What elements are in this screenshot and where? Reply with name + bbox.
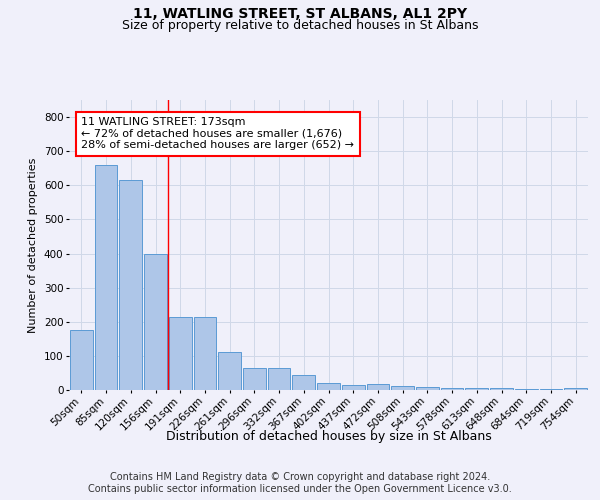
Bar [194,316,216,390]
Bar [119,180,142,390]
Bar [416,386,439,390]
Bar [564,388,587,390]
Bar [342,385,365,390]
Bar [95,165,118,390]
Text: 11, WATLING STREET, ST ALBANS, AL1 2PY: 11, WATLING STREET, ST ALBANS, AL1 2PY [133,8,467,22]
Bar [466,388,488,390]
Text: 11 WATLING STREET: 173sqm
← 72% of detached houses are smaller (1,676)
28% of se: 11 WATLING STREET: 173sqm ← 72% of detac… [82,117,355,150]
Bar [317,383,340,390]
Text: Distribution of detached houses by size in St Albans: Distribution of detached houses by size … [166,430,491,443]
Text: Size of property relative to detached houses in St Albans: Size of property relative to detached ho… [122,19,478,32]
Bar [144,254,167,390]
Bar [391,386,414,390]
Bar [70,330,93,390]
Bar [490,388,513,390]
Y-axis label: Number of detached properties: Number of detached properties [28,158,38,332]
Bar [169,316,191,390]
Bar [292,374,315,390]
Text: Contains HM Land Registry data © Crown copyright and database right 2024.: Contains HM Land Registry data © Crown c… [110,472,490,482]
Bar [367,384,389,390]
Bar [218,352,241,390]
Text: Contains public sector information licensed under the Open Government Licence v3: Contains public sector information licen… [88,484,512,494]
Bar [441,388,463,390]
Bar [243,368,266,390]
Bar [268,368,290,390]
